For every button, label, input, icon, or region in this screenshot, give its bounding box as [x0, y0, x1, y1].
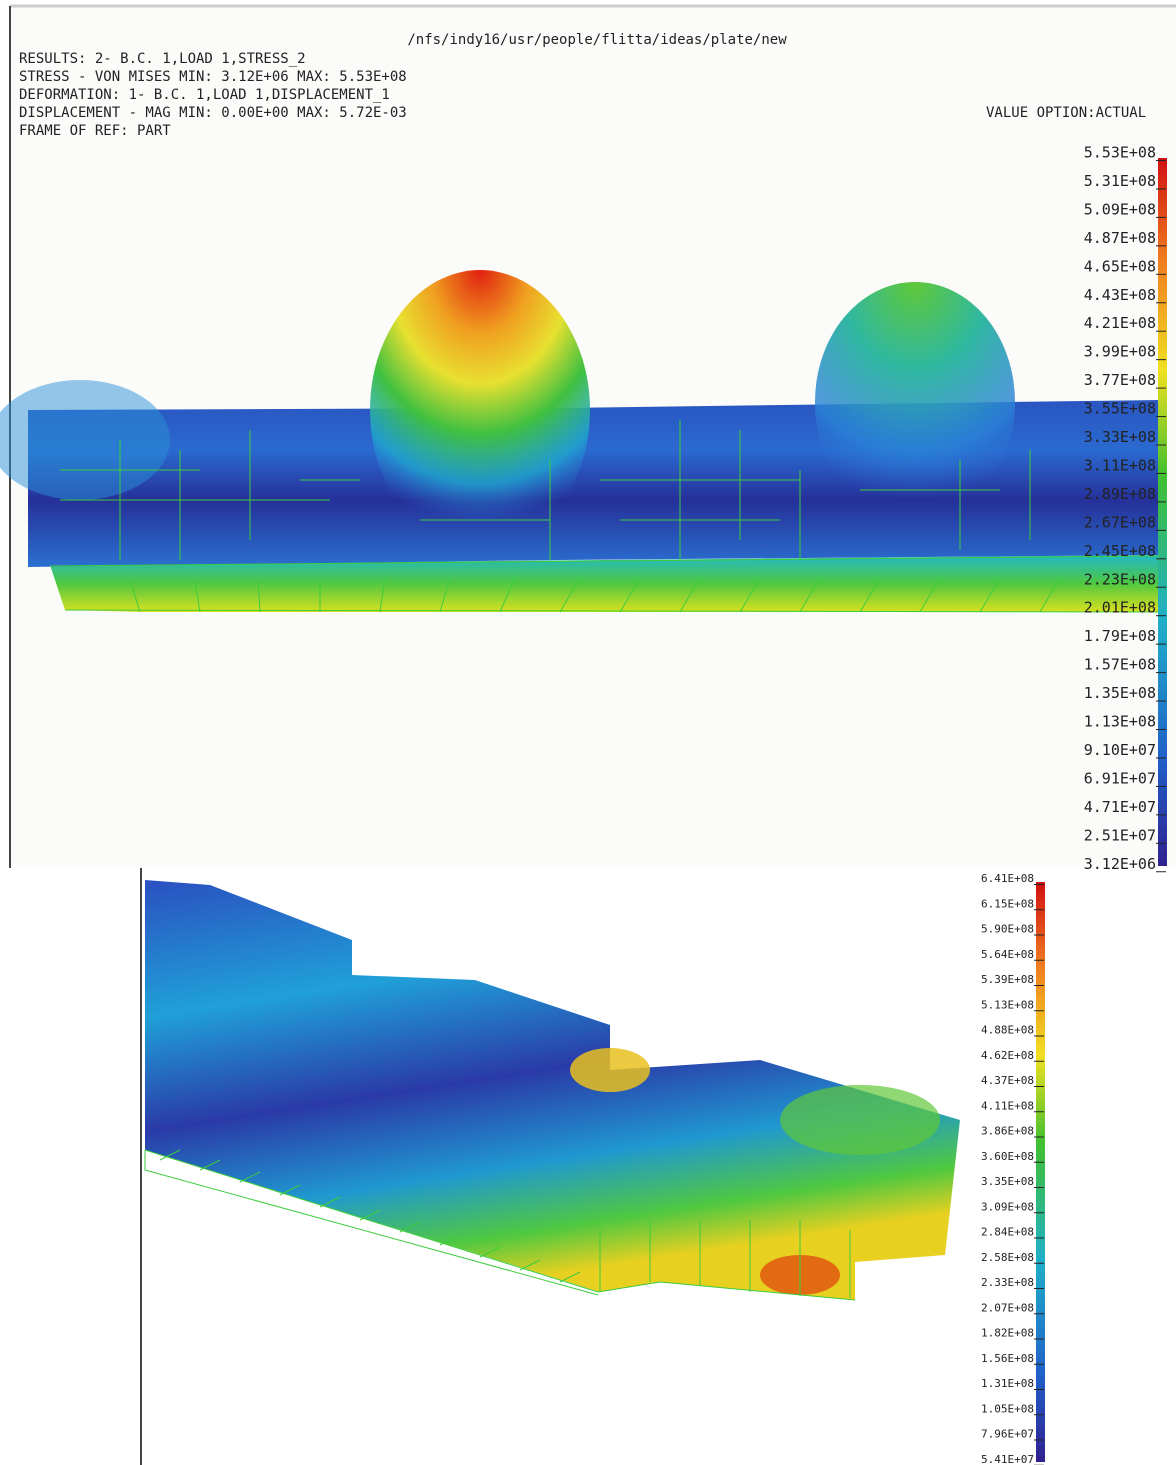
info-line: RESULTS: 2- B.C. 1,LOAD 1,STRESS_2 [19, 51, 306, 67]
legend-label: 1.31E+08 [981, 1377, 1034, 1390]
legend-label: 1.82E+08 [981, 1327, 1034, 1340]
file-path: /nfs/indy16/usr/people/flitta/ideas/plat… [407, 32, 787, 48]
legend-label: 5.31E+08 [1084, 172, 1156, 190]
legend-label: 2.45E+08 [1084, 542, 1156, 560]
legend-label: 4.71E+07 [1084, 798, 1156, 816]
legend-label: 4.43E+08 [1084, 286, 1156, 304]
legend-label: 1.13E+08 [1084, 713, 1156, 731]
legend-label: 3.35E+08 [981, 1175, 1034, 1188]
legend-label: 6.41E+08 [981, 872, 1034, 885]
legend-label: 3.60E+08 [981, 1150, 1034, 1163]
legend-label: 7.96E+07 [981, 1428, 1034, 1441]
legend-label: 2.51E+07 [1084, 826, 1156, 844]
legend-label: 2.07E+08 [981, 1301, 1034, 1314]
legend-label: 2.84E+08 [981, 1226, 1034, 1239]
legend-label: 3.99E+08 [1084, 343, 1156, 361]
legend-label: 3.77E+08 [1084, 371, 1156, 389]
legend-label: 2.33E+08 [981, 1276, 1034, 1289]
legend-label: 4.88E+08 [981, 1024, 1034, 1037]
legend-label: 2.89E+08 [1084, 485, 1156, 503]
color-scale [1158, 158, 1167, 866]
legend-label: 3.12E+06 [1084, 855, 1156, 873]
legend-label: 2.01E+08 [1084, 599, 1156, 617]
legend-label: 2.67E+08 [1084, 513, 1156, 531]
legend-label: 1.35E+08 [1084, 684, 1156, 702]
legend-label: 3.55E+08 [1084, 400, 1156, 418]
legend-label: 4.21E+08 [1084, 314, 1156, 332]
color-scale [1036, 882, 1045, 1462]
legend-label: 4.65E+08 [1084, 257, 1156, 275]
legend-label: 5.09E+08 [1084, 200, 1156, 218]
legend-label: 9.10E+07 [1084, 741, 1156, 759]
value-option: VALUE OPTION:ACTUAL [986, 105, 1146, 121]
legend-label: 5.90E+08 [981, 923, 1034, 936]
legend-label: 3.09E+08 [981, 1200, 1034, 1213]
legend-label: 1.56E+08 [981, 1352, 1034, 1365]
screenshot: /nfs/indy16/usr/people/flitta/ideas/plat… [0, 0, 1176, 1465]
legend-label: 5.13E+08 [981, 998, 1034, 1011]
info-line: DISPLACEMENT - MAG MIN: 0.00E+00 MAX: 5.… [19, 105, 407, 121]
legend-label: 3.86E+08 [981, 1125, 1034, 1138]
legend-label: 2.58E+08 [981, 1251, 1034, 1264]
legend-label: 3.33E+08 [1084, 428, 1156, 446]
info-line: DEFORMATION: 1- B.C. 1,LOAD 1,DISPLACEME… [19, 87, 390, 103]
legend-label: 2.23E+08 [1084, 570, 1156, 588]
legend-label: 1.57E+08 [1084, 656, 1156, 674]
legend-label: 4.87E+08 [1084, 229, 1156, 247]
legend-label: 5.53E+08 [1084, 144, 1156, 162]
legend-label: 5.39E+08 [981, 973, 1034, 986]
legend-label: 6.15E+08 [981, 897, 1034, 910]
legend-label: 4.11E+08 [981, 1099, 1034, 1112]
legend-label: 4.37E+08 [981, 1074, 1034, 1087]
legend-label: 5.41E+07 [981, 1453, 1034, 1465]
legend-label: 1.05E+08 [981, 1402, 1034, 1415]
legend-label: 3.11E+08 [1084, 456, 1156, 474]
legend-label: 1.79E+08 [1084, 627, 1156, 645]
legend-label: 6.91E+07 [1084, 769, 1156, 787]
info-line: FRAME OF REF: PART [19, 123, 171, 139]
legend-label: 5.64E+08 [981, 948, 1034, 961]
info-line: STRESS - VON MISES MIN: 3.12E+06 MAX: 5.… [19, 69, 407, 85]
legend-label: 4.62E+08 [981, 1049, 1034, 1062]
